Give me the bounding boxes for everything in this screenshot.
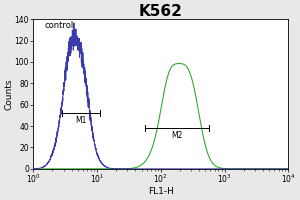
Y-axis label: Counts: Counts [4,78,13,110]
Title: K562: K562 [139,4,183,19]
X-axis label: FL1-H: FL1-H [148,187,174,196]
Text: control: control [45,21,74,30]
Text: M2: M2 [171,131,182,140]
Text: M1: M1 [75,116,87,125]
